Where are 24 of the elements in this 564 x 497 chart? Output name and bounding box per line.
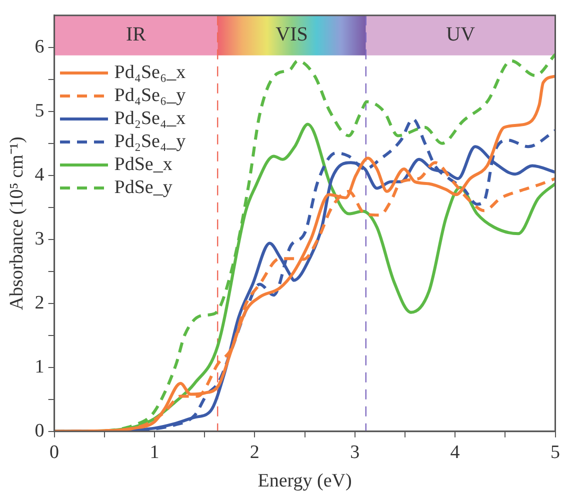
legend-label: Pd₂Se₄_x bbox=[114, 108, 186, 130]
legend-label: Pd₄Se₆_y bbox=[114, 84, 186, 107]
legend-label: PdSe_x bbox=[114, 154, 172, 176]
y-axis-title: Absorbance (10⁵ cm⁻¹) bbox=[6, 136, 28, 310]
y-tick-label: 6 bbox=[34, 36, 44, 58]
y-tick-label: 4 bbox=[34, 164, 45, 186]
x-tick-label: 4 bbox=[450, 442, 460, 463]
band-label: VIS bbox=[276, 24, 308, 46]
y-tick-label: 1 bbox=[34, 356, 44, 378]
y-tick-label: 5 bbox=[34, 100, 44, 122]
band-label: IR bbox=[126, 24, 147, 46]
y-tick-label: 3 bbox=[34, 228, 44, 250]
y-tick-label: 2 bbox=[34, 292, 44, 314]
x-tick-label: 3 bbox=[350, 442, 360, 463]
x-axis-title: Energy (eV) bbox=[258, 470, 352, 492]
legend-label: PdSe_y bbox=[114, 176, 172, 199]
y-tick-label: 0 bbox=[34, 420, 44, 442]
legend-label: Pd₄Se₆_x bbox=[114, 62, 186, 84]
band-label: UV bbox=[446, 24, 476, 46]
x-tick-label: 1 bbox=[150, 442, 160, 463]
x-tick-label: 5 bbox=[550, 442, 560, 463]
legend-label: Pd₂Se₄_y bbox=[114, 130, 186, 153]
x-tick-label: 0 bbox=[50, 442, 60, 463]
x-tick-label: 2 bbox=[250, 442, 260, 463]
